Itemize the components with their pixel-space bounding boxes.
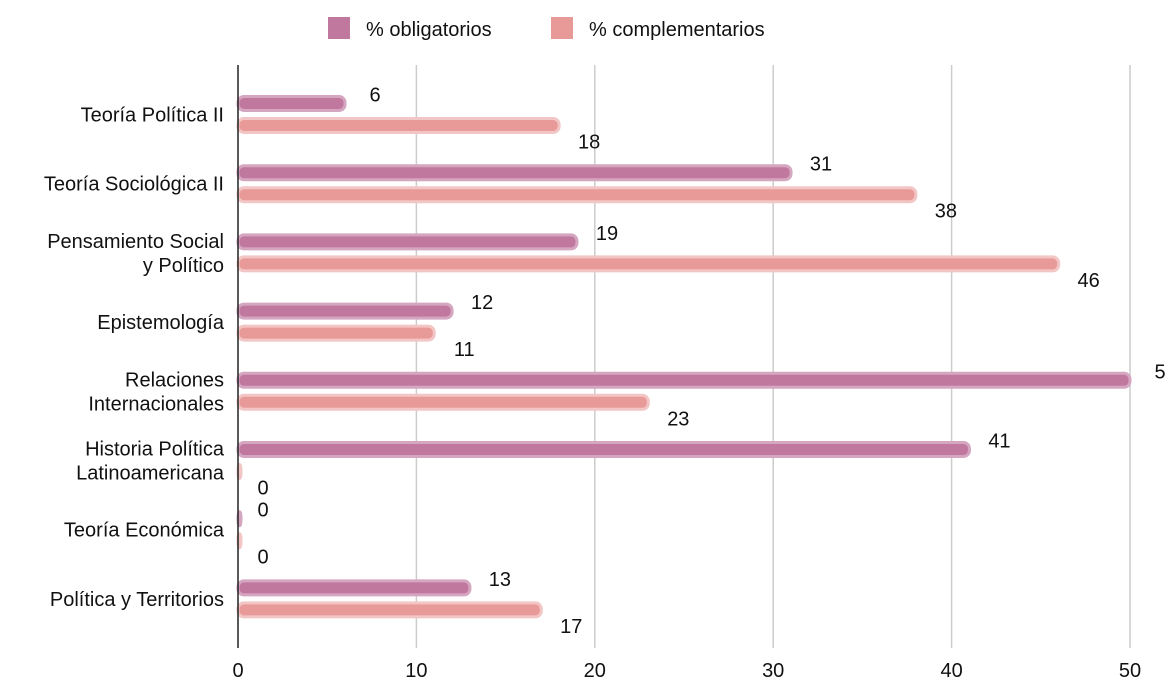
data-label: 11 — [454, 339, 475, 361]
data-label: 0 — [257, 500, 268, 522]
category-label: Teoría Sociológica II — [44, 174, 224, 196]
category-label: Política y Territorios — [50, 589, 224, 611]
data-label: 38 — [935, 201, 957, 223]
category-label: Pensamiento Social — [47, 231, 224, 253]
bar-complementarios — [236, 255, 1061, 273]
data-label: 12 — [471, 292, 493, 314]
data-label: 18 — [578, 132, 600, 154]
bar-complementarios — [236, 324, 436, 342]
category-label: y Político — [143, 255, 224, 277]
bar-obligatorios — [236, 95, 347, 112]
bar-obligatorios — [236, 302, 454, 320]
bars — [236, 95, 1132, 619]
x-tick-label: 10 — [405, 660, 427, 682]
bar-complementarios — [236, 601, 543, 619]
category-label: Teoría Política II — [81, 105, 224, 127]
data-label: 31 — [810, 154, 832, 176]
legend-label: % obligatorios — [366, 19, 492, 41]
category-label: Internacionales — [88, 393, 224, 415]
category-label: Teoría Económica — [64, 520, 225, 542]
data-label: 46 — [1078, 270, 1100, 292]
legend-swatch — [551, 17, 573, 39]
legend: % obligatorios % complementarios — [328, 17, 765, 41]
category-label: Latinoamericana — [76, 463, 225, 485]
x-tick-label: 30 — [762, 660, 784, 682]
bar-obligatorios — [236, 579, 472, 597]
data-label: 13 — [489, 569, 511, 591]
legend-label: % complementarios — [589, 19, 765, 41]
x-tick-label: 0 — [232, 660, 243, 682]
bar-obligatorios — [236, 233, 579, 251]
bar-complementarios — [236, 393, 650, 411]
category-label: Epistemología — [97, 312, 225, 334]
gridlines — [415, 65, 1131, 648]
data-label: 17 — [560, 616, 582, 638]
data-label: 0 — [257, 547, 268, 569]
bar-complementarios — [236, 117, 561, 134]
bar-obligatorios — [236, 371, 1132, 389]
data-label: 0 — [257, 478, 268, 500]
legend-swatch — [328, 17, 350, 39]
x-tick-label: 50 — [1119, 660, 1141, 682]
data-label: 19 — [596, 223, 618, 245]
x-tick-label: 20 — [584, 660, 606, 682]
bar-obligatorios — [236, 441, 971, 458]
x-tick-label: 40 — [940, 660, 962, 682]
category-label: Historia Política — [85, 439, 225, 461]
data-label: 41 — [988, 431, 1010, 453]
data-label: 23 — [667, 408, 689, 430]
category-label: Relaciones — [125, 369, 224, 391]
data-label: 6 — [369, 85, 380, 107]
bar-complementarios — [236, 186, 918, 204]
data-label: 5 — [1154, 361, 1165, 383]
bar-obligatorios — [236, 164, 793, 182]
